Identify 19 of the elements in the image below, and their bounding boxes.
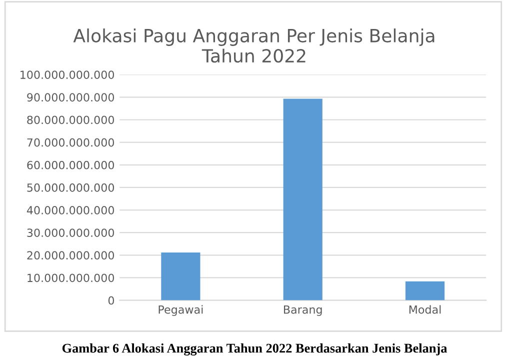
bar [161,252,200,300]
y-tick-label: 60.000.000.000 [27,160,114,170]
y-tick-label: 20.000.000.000 [27,251,114,260]
text: Gambar 6 Alokasi Anggaran Tahun 2022 Berdasarkan Jenis Belanja [62,343,448,356]
y-tick-label: 40.000.000.000 [26,206,114,214]
y-tick-label: 0 [108,296,114,305]
bar [405,281,445,300]
y-tick-label: 90.000.000.000 [27,93,114,102]
y-tick-label: 10.000.000.000 [28,274,114,282]
x-tick-label: Barang [284,306,322,316]
y-tick-label: 30.000.000.000 [27,228,114,237]
bar [283,98,322,300]
x-tick-label: Pegawai [158,305,203,316]
x-tick-label: Modal [409,305,441,314]
y-tick-label: 50.000.000.000 [27,183,114,192]
chart-title: Alokasi Pagu Anggaran Per Jenis Belanja Tahun 2022 [73,28,434,63]
y-tick-label: 80.000.000.000 [27,116,114,124]
y-tick-label: 70.000.000.000 [27,138,114,147]
y-tick-label: 100.000.000.000 [20,70,114,79]
